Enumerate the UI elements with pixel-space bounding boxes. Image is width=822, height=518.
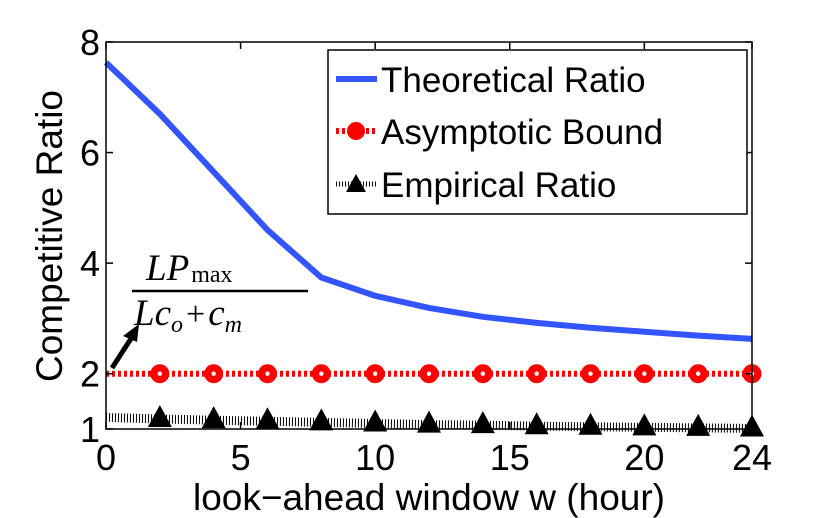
legend-entry-asymptotic-bound: Asymptotic Bound	[336, 113, 663, 152]
data-point-center	[426, 371, 432, 376]
data-point-center	[695, 371, 701, 376]
data-point-empirical-ratio	[201, 406, 226, 429]
legend-label-theoretical: Theoretical Ratio	[381, 61, 646, 100]
annotation-numerator: LPmax	[145, 248, 233, 289]
y-tick-label: 6	[80, 133, 100, 174]
annotation-formula: LPmax Lco+cm	[109, 248, 308, 370]
y-tick-label: 8	[80, 22, 100, 63]
data-point-center	[211, 371, 216, 376]
x-tick-label: 20	[624, 437, 664, 478]
annotation-denominator: Lco+cm	[133, 293, 242, 338]
y-tick-label: 4	[80, 243, 100, 284]
annotation-arrow-shaft	[109, 332, 137, 370]
legend-label-asymptotic: Asymptotic Bound	[381, 113, 663, 152]
x-tick-label: 10	[355, 437, 395, 478]
data-point-empirical-ratio	[470, 411, 495, 434]
data-point-center	[534, 371, 539, 376]
data-point-center	[319, 371, 324, 376]
x-axis-label: look−ahead window w (hour)	[193, 477, 665, 518]
legend-marker-asymptotic	[347, 122, 365, 140]
data-point-center	[480, 371, 486, 376]
data-point-empirical-ratio	[255, 407, 280, 430]
data-point-center	[157, 371, 163, 376]
data-point-center	[588, 371, 593, 376]
legend-entry-empirical-ratio: Empirical Ratio	[336, 166, 616, 205]
y-axis-label: Competitive Ratio	[29, 90, 70, 382]
legend-box	[327, 49, 748, 215]
data-point-empirical-ratio	[147, 405, 172, 428]
y-tick-label: 1	[80, 409, 100, 450]
data-point-center	[265, 371, 270, 376]
data-point-empirical-ratio	[686, 413, 711, 436]
data-point-empirical-ratio	[309, 408, 334, 431]
legend-marker-empirical	[346, 174, 366, 192]
annotation-arrowhead	[123, 324, 139, 342]
x-tick-label: 5	[231, 437, 251, 478]
data-point-empirical-ratio	[524, 412, 549, 435]
x-tick-label: 24	[732, 437, 772, 478]
series-line-theoretical-ratio	[103, 60, 753, 342]
x-tick-label: 15	[490, 437, 530, 478]
data-point-center	[642, 371, 647, 376]
legend: Theoretical Ratio Asymptotic Bound Empir…	[327, 49, 748, 215]
y-tick-label: 2	[80, 354, 100, 395]
legend-label-empirical: Empirical Ratio	[381, 166, 616, 205]
axes-box	[105, 41, 753, 430]
data-point-empirical-ratio	[363, 409, 388, 432]
data-point-empirical-ratio	[417, 410, 441, 433]
legend-entry-theoretical-ratio: Theoretical Ratio	[336, 61, 646, 100]
x-tick-label: 0	[96, 437, 116, 478]
data-point-center	[372, 371, 378, 376]
